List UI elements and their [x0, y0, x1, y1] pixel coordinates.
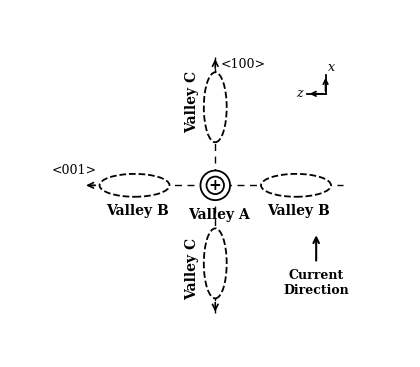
Circle shape: [200, 171, 230, 200]
Ellipse shape: [100, 174, 170, 197]
Circle shape: [207, 177, 224, 194]
Text: <001>: <001>: [52, 164, 97, 177]
Text: Valley B: Valley B: [267, 204, 330, 218]
Text: Valley C: Valley C: [185, 71, 200, 133]
Text: +: +: [209, 178, 222, 193]
Text: z: z: [296, 87, 303, 100]
Ellipse shape: [204, 72, 227, 142]
Text: Current
Direction: Current Direction: [284, 269, 349, 297]
Text: Valley B: Valley B: [106, 204, 168, 218]
Ellipse shape: [261, 174, 331, 197]
Text: Valley C: Valley C: [185, 238, 200, 300]
Text: x: x: [328, 61, 335, 74]
Text: <100>: <100>: [220, 58, 265, 71]
Text: Valley A: Valley A: [189, 208, 250, 222]
Ellipse shape: [204, 228, 227, 298]
